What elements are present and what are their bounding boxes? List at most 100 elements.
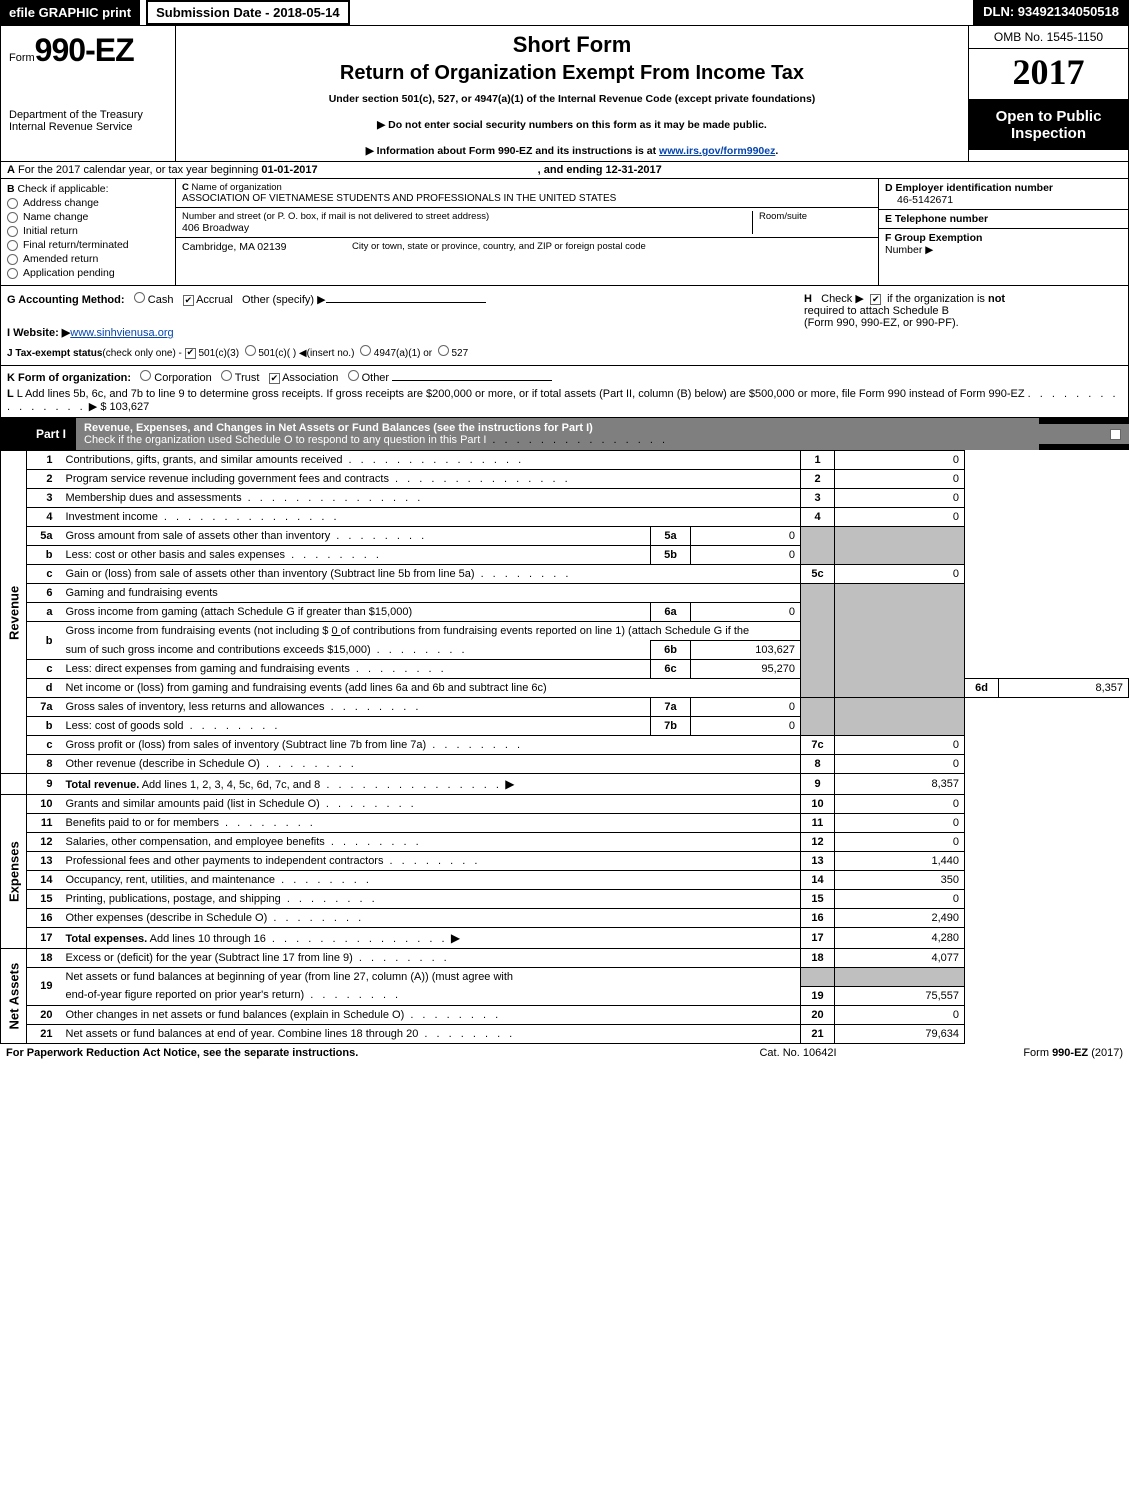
checkbox-assoc[interactable] [269,373,280,384]
ln8-num: 8 [27,755,61,774]
ln20-desc: Other changes in net assets or fund bala… [66,1009,405,1021]
radio-other-org[interactable] [348,370,359,381]
checkbox-schedule-o[interactable] [1110,429,1121,440]
ln3-rn: 3 [801,489,835,508]
ln13-num: 13 [27,852,61,871]
radio-527[interactable] [438,345,449,356]
section-gij: G Accounting Method: Cash Accrual Other … [1,286,798,365]
ln11-desc: Benefits paid to or for members [66,817,219,829]
label-k: K Form of organization: [7,372,131,384]
ln5a-sn: 5a [651,527,691,546]
radio-name-change[interactable] [7,212,18,223]
radio-initial-return[interactable] [7,226,18,237]
ln17-bold: Total expenses. [66,933,148,945]
ln1-desc: Contributions, gifts, grants, and simila… [66,454,343,466]
ln6b-desc2: sum of such gross income and contributio… [66,644,371,656]
ln4-val: 0 [835,508,965,527]
ln20-val: 0 [835,1005,965,1024]
info-prefix: ▶ Information about Form 990-EZ and its … [366,145,659,157]
ln18-val: 4,077 [835,949,965,968]
ln6c-num: c [27,660,61,679]
ln5c-val: 0 [835,565,965,584]
top-bar: efile GRAPHIC print Submission Date - 20… [0,0,1129,25]
checkbox-501c3[interactable] [185,348,196,359]
section-ghij: G Accounting Method: Cash Accrual Other … [0,286,1129,366]
ln5a-desc: Gross amount from sale of assets other t… [66,530,331,542]
ln11-val: 0 [835,814,965,833]
form-prefix: Form [9,52,35,64]
ln2-rn: 2 [801,470,835,489]
ln7b-sv: 0 [691,717,801,736]
ln6a-desc: Gross income from gaming (attach Schedul… [66,606,413,618]
opt-other-org: Other [362,372,390,384]
website-link[interactable]: www.sinhvienusa.org [70,327,173,339]
ln13-val: 1,440 [835,852,965,871]
ln8-rn: 8 [801,755,835,774]
city-value: Cambridge, MA 02139 [182,241,286,253]
ln4-rn: 4 [801,508,835,527]
radio-final-return[interactable] [7,240,18,251]
title-short-form: Short Form [184,32,960,58]
row-a-tax-year: A For the 2017 calendar year, or tax yea… [0,162,1129,179]
ln8-desc: Other revenue (describe in Schedule O) [66,758,260,770]
ln6c-sv: 95,270 [691,660,801,679]
ln21-desc: Net assets or fund balances at end of ye… [66,1028,419,1040]
radio-application-pending[interactable] [7,268,18,279]
ln6b-desc1b: of contributions from fundraising events… [341,625,749,637]
ln7b-desc: Less: cost of goods sold [66,720,184,732]
side-netassets: Net Assets [1,949,27,1044]
title-return: Return of Organization Exempt From Incom… [184,62,960,85]
ln6-desc: Gaming and fundraising events [66,587,218,599]
j-sub: (check only one) - [102,348,184,359]
ln5c-num: c [27,565,61,584]
ln9-bold: Total revenue. [66,779,140,791]
org-name: ASSOCIATION OF VIETNAMESE STUDENTS AND P… [182,193,872,204]
part1-table: Revenue 1 Contributions, gifts, grants, … [0,450,1129,1044]
checkbox-accrual[interactable] [183,295,194,306]
ln9-val: 8,357 [835,774,965,795]
radio-corp[interactable] [140,370,151,381]
ln15-rn: 15 [801,890,835,909]
ln7a-sn: 7a [651,698,691,717]
radio-501c[interactable] [245,345,256,356]
checkbox-h[interactable] [870,294,881,305]
label-b: B [7,183,15,195]
ln7c-num: c [27,736,61,755]
ln6d-rn: 6d [965,679,999,698]
radio-amended-return[interactable] [7,254,18,265]
section-def: D Employer identification number 46-5142… [878,179,1128,285]
part1-desc-bold: Revenue, Expenses, and Changes in Net As… [84,422,593,434]
ln7c-val: 0 [835,736,965,755]
ln3-val: 0 [835,489,965,508]
section-h: H Check ▶ if the organization is not req… [798,286,1128,365]
omb-number: OMB No. 1545-1150 [969,26,1128,49]
opt-amended-return: Amended return [23,253,98,265]
ln7a-num: 7a [27,698,61,717]
ln15-desc: Printing, publications, postage, and shi… [66,893,281,905]
opt-name-change: Name change [23,211,88,223]
ln5c-desc: Gain or (loss) from sale of assets other… [66,568,475,580]
ln7b-sn: 7b [651,717,691,736]
header-right: OMB No. 1545-1150 2017 Open to Public In… [968,26,1128,161]
ln6b-desc1: Gross income from fundraising events (no… [66,625,332,637]
radio-cash[interactable] [134,292,145,303]
radio-4947[interactable] [360,345,371,356]
radio-address-change[interactable] [7,198,18,209]
opt-application-pending: Application pending [23,267,115,279]
side-expenses: Expenses [1,795,27,949]
footer-catno: Cat. No. 10642I [673,1047,923,1059]
ln19-num: 19 [27,968,61,1006]
ln5b-num: b [27,546,61,565]
h-text2: if the organization is [887,293,988,305]
ln19-desc2: end-of-year figure reported on prior yea… [66,989,305,1001]
section-b: B Check if applicable: Address change Na… [1,179,176,285]
efile-print-button[interactable]: efile GRAPHIC print [0,0,140,25]
part1-label: Part I [26,423,76,445]
label-g: G Accounting Method: [7,294,125,306]
irs-link[interactable]: www.irs.gov/form990ez [659,145,775,157]
radio-trust[interactable] [221,370,232,381]
h-not: not [988,293,1005,305]
footer-form-prefix: Form [1023,1047,1052,1059]
ln7b-num: b [27,717,61,736]
ln3-desc: Membership dues and assessments [66,492,242,504]
